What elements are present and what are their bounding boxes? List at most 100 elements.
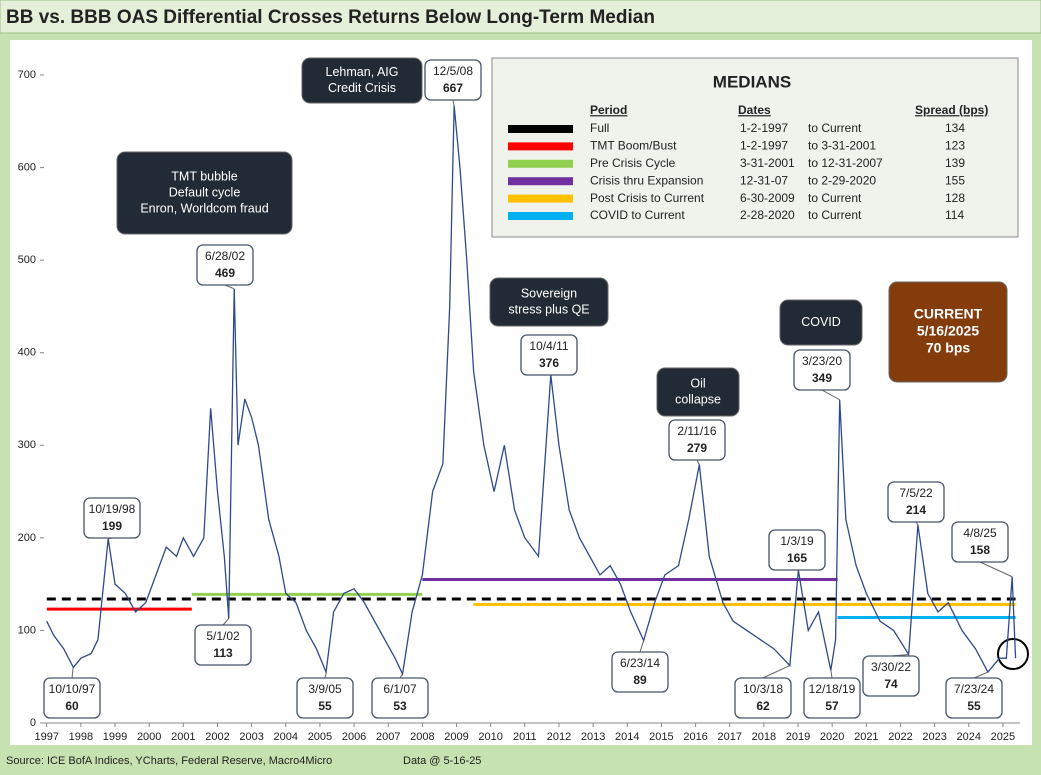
callout-box [371, 677, 429, 719]
callout-date: 7/23/24 [954, 682, 994, 696]
median-spread: 114 [945, 208, 964, 222]
callout-leader [71, 667, 74, 679]
x-tick-label: 1999 [103, 731, 127, 743]
callout-date: 12/5/08 [433, 64, 473, 78]
median-period: Pre Crisis Cycle [590, 156, 676, 170]
legend-swatch [508, 142, 573, 151]
callout-value: 57 [825, 699, 839, 713]
note-text: Credit Crisis [328, 81, 396, 95]
y-tick-label: 300 [18, 439, 36, 451]
callout-date: 2/11/16 [677, 424, 716, 438]
callout-value: 279 [687, 441, 707, 455]
callout-date: 3/23/20 [802, 354, 842, 368]
callout-leader [324, 671, 327, 679]
medians-header: Spread (bps) [915, 103, 988, 117]
note-text: collapse [675, 392, 721, 406]
x-tick-label: 2023 [922, 731, 946, 743]
y-tick-label: 200 [18, 532, 36, 544]
median-spread: 123 [945, 139, 965, 153]
note-box [489, 277, 609, 327]
median-start: 12-31-07 [740, 173, 788, 187]
chart-title: BB vs. BBB OAS Differential Crosses Retu… [6, 7, 655, 28]
series-line [46, 105, 1017, 677]
median-period: Full [590, 121, 609, 135]
callout-value: 89 [633, 673, 647, 687]
x-tick-label: 2010 [478, 731, 502, 743]
data-note: Data @ 5-16-25 [403, 755, 481, 767]
callout-value: 113 [213, 646, 233, 660]
note-box [301, 57, 423, 104]
callout-leader [222, 618, 230, 626]
legend-swatch [508, 212, 573, 220]
x-tick-label: 1997 [34, 731, 58, 743]
median-end: to 12-31-2007 [808, 156, 883, 170]
callout-box [793, 349, 851, 391]
note-box [116, 151, 293, 235]
callout-date: 10/19/98 [89, 502, 136, 516]
callout-date: 7/5/22 [899, 486, 933, 500]
medians-title: MEDIANS [713, 72, 791, 91]
x-tick-label: 2020 [820, 731, 844, 743]
y-tick-label: 600 [18, 161, 36, 173]
callout-leader [639, 640, 645, 653]
x-tick-label: 1998 [69, 731, 93, 743]
x-tick-label: 2003 [239, 731, 263, 743]
callout-leader [973, 671, 989, 679]
median-period: Post Crisis to Current [590, 191, 705, 205]
callout-leader [696, 459, 700, 465]
median-end: to Current [808, 121, 862, 135]
callout-leader [830, 670, 833, 679]
x-tick-label: 2008 [410, 731, 434, 743]
callout-box [520, 334, 578, 376]
callout-box [668, 419, 726, 461]
note-text: Oil [690, 376, 705, 390]
callout-date: 3/30/22 [871, 660, 911, 674]
y-tick-label: 400 [18, 347, 36, 359]
x-tick-label: 2007 [376, 731, 400, 743]
callout-leader [452, 99, 455, 106]
x-tick-label: 2018 [752, 731, 776, 743]
x-tick-label: 2001 [171, 731, 195, 743]
callout-box [43, 677, 101, 719]
x-tick-label: 2012 [547, 731, 571, 743]
legend-swatch [508, 194, 573, 203]
callout-leader [399, 673, 403, 679]
medians-box [491, 57, 1019, 238]
current-marker [997, 638, 1029, 670]
median-end: to 2-29-2020 [808, 173, 876, 187]
note-text: 70 bps [926, 340, 971, 356]
median-period: Crisis thru Expansion [590, 173, 703, 187]
callout-box [862, 655, 920, 697]
median-start: 6-30-2009 [740, 191, 795, 205]
y-tick-label: 0 [30, 717, 36, 729]
callout-value: 55 [967, 699, 981, 713]
x-tick-label: 2009 [444, 731, 468, 743]
callout-value: 667 [443, 81, 463, 95]
callout-date: 3/9/05 [308, 682, 342, 696]
callout-box [194, 624, 252, 666]
callout-box [945, 677, 1003, 719]
note-text: CURRENT [914, 306, 983, 322]
median-spread: 155 [945, 173, 965, 187]
callout-date: 6/23/14 [620, 656, 660, 670]
callout-date: 6/28/02 [205, 249, 245, 263]
note-box [888, 281, 1008, 383]
callout-box [734, 677, 792, 719]
median-end: to 3-31-2001 [808, 139, 876, 153]
note-text: Sovereign [521, 286, 577, 300]
x-tick-label: 2016 [683, 731, 707, 743]
callout-value: 165 [787, 551, 807, 565]
callout-box [951, 521, 1009, 563]
callout-value: 199 [102, 519, 122, 533]
callout-leader [762, 665, 790, 679]
y-tick-label: 100 [18, 624, 36, 636]
callout-box [83, 497, 141, 539]
callout-value: 376 [539, 356, 559, 370]
callout-box [803, 677, 861, 719]
x-tick-label: 2017 [717, 731, 741, 743]
callout-leader [821, 389, 841, 401]
x-tick-label: 2005 [308, 731, 332, 743]
legend-swatch [508, 125, 573, 133]
callout-value: 55 [318, 699, 332, 713]
